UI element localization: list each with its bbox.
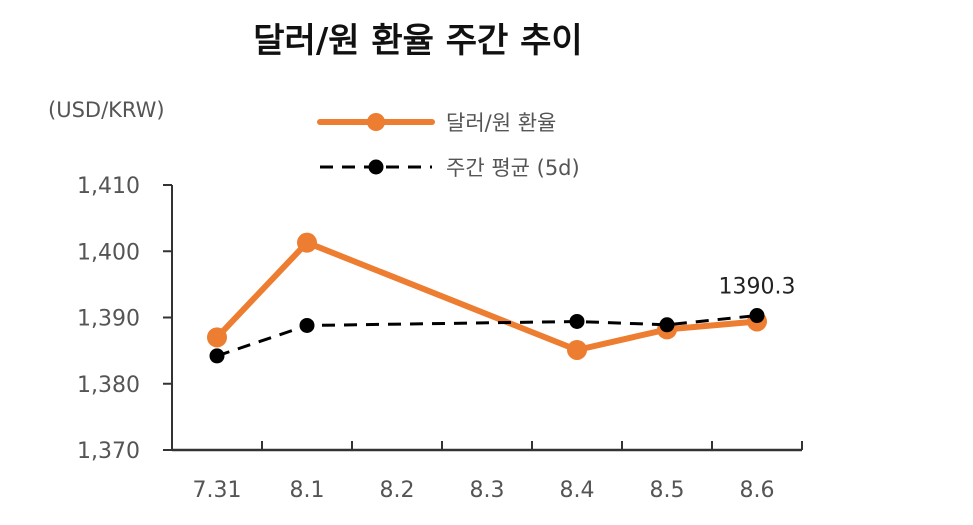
y-axis-unit-label: (USD/KRW) — [48, 98, 165, 122]
series-1-point — [567, 339, 587, 360]
y-tick-label: 1,400 — [77, 240, 140, 265]
series-2-point — [209, 348, 225, 364]
y-tick-label: 1,390 — [77, 307, 140, 332]
series-line-1 — [214, 239, 760, 353]
legend-label-1: 달러/원 환율 — [446, 111, 556, 135]
y-tick-label: 1,410 — [77, 174, 140, 199]
legend-marker-2 — [368, 159, 384, 175]
chart-annotations: 1390.3 — [719, 275, 796, 300]
x-tick-label: 8.1 — [290, 478, 325, 503]
data-label: 1390.3 — [719, 275, 796, 300]
x-tick-label: 8.6 — [740, 478, 775, 503]
chart-axes — [171, 185, 802, 452]
series-2-point — [659, 317, 675, 333]
x-axis-ticks: 7.31 8.1 8.2 8.3 8.4 8.5 8.6 — [171, 441, 803, 503]
y-axis-ticks: 1,370 1,380 1,390 1,400 1,410 — [77, 174, 172, 464]
series-2-point — [299, 317, 315, 333]
y-tick-label: 1,380 — [77, 373, 140, 398]
x-tick-label: 7.31 — [193, 478, 242, 503]
y-tick-label: 1,370 — [77, 439, 140, 464]
x-tick-label: 8.2 — [380, 478, 415, 503]
series-2-point — [569, 313, 585, 329]
x-tick-label: 8.5 — [650, 478, 685, 503]
chart-title: 달러/원 환율 주간 추이 — [253, 21, 582, 61]
x-tick-label: 8.3 — [470, 478, 505, 503]
series-1-point — [297, 232, 317, 253]
legend-label-2: 주간 평균 (5d) — [446, 156, 580, 180]
legend-marker-1 — [367, 113, 385, 131]
series-line-2 — [216, 314, 758, 358]
series-layer — [207, 232, 767, 364]
series-1-point — [207, 327, 227, 348]
x-tick-label: 8.4 — [560, 478, 595, 503]
series-2-point — [749, 308, 765, 324]
